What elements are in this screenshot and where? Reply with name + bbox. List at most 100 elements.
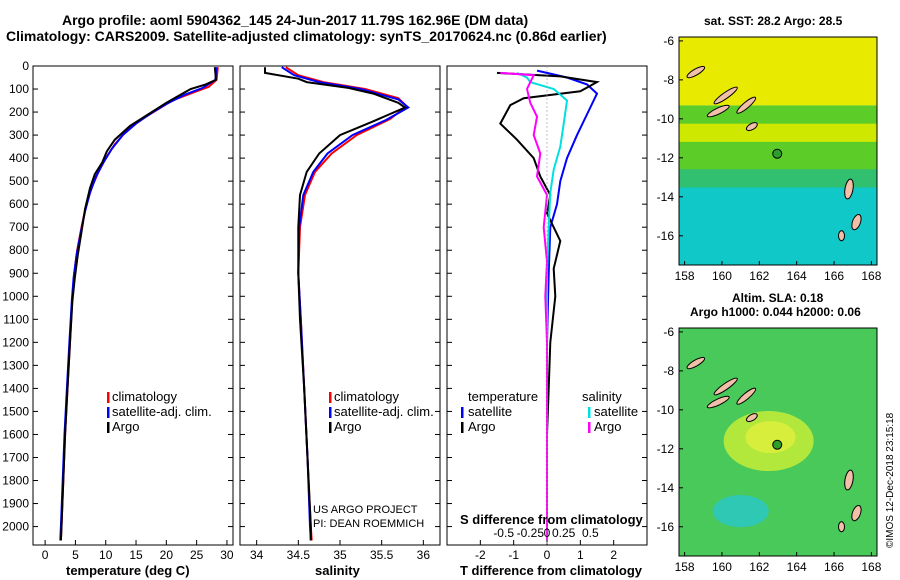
- depth-tick-label: 800: [9, 243, 29, 257]
- salinity-xtick-label: 36: [417, 548, 431, 562]
- differences-series-line: [496, 71, 601, 541]
- map-lat-label: -12: [657, 442, 675, 456]
- island-shape: [686, 65, 706, 79]
- salinity-frame: [239, 65, 441, 546]
- depth-tick-label: 900: [9, 266, 29, 280]
- map-lon-label: 160: [712, 269, 732, 283]
- map-lat-label: -14: [657, 190, 675, 204]
- diff-legend-temp-argo: Argo: [468, 419, 496, 434]
- island-shape: [844, 469, 854, 491]
- sla-map-title-2: Argo h1000: 0.044 h2000: 0.06: [690, 305, 861, 319]
- map-lon-label: 158: [675, 269, 695, 283]
- temperature-xtick-label: 5: [72, 548, 79, 562]
- differences-series-line: [500, 71, 549, 541]
- legend-swatch: [329, 392, 332, 403]
- sst-map-title: sat. SST: 28.2 Argo: 28.5: [704, 14, 843, 28]
- map-lat-label: -12: [657, 151, 675, 165]
- island-shape: [706, 104, 730, 118]
- island-shape: [844, 178, 854, 200]
- temperature-xtick-label: 25: [190, 548, 204, 562]
- depth-tick-label: 1500: [2, 404, 29, 418]
- sal-legend-climatology: climatology: [334, 389, 400, 404]
- sla-map-title-1: Altim. SLA: 0.18: [732, 291, 824, 305]
- depth-tick-label: 1900: [2, 497, 29, 511]
- temperature-series-line: [59, 67, 219, 541]
- temperature-frame: [32, 65, 234, 546]
- t-diff-xlabel: T difference from climatology: [460, 563, 643, 578]
- temperature-series-line: [59, 67, 218, 541]
- depth-tick-label: 1700: [2, 450, 29, 464]
- island-shape: [745, 122, 758, 132]
- map-lat-label: -16: [657, 229, 675, 243]
- depth-tick-label: 600: [9, 197, 29, 211]
- legend-swatch: [461, 407, 464, 418]
- argo-float-marker: [772, 148, 783, 159]
- sla-map-frame: [678, 327, 878, 557]
- differences-xtick-label: 2: [610, 548, 617, 562]
- depth-tick-label: 300: [9, 128, 29, 142]
- map-lat-label: -14: [657, 481, 675, 495]
- map-lat-label: -6: [663, 34, 674, 48]
- sla-low-anomaly: [712, 495, 769, 528]
- argo-float-marker: [772, 439, 783, 450]
- sst-transition-band: [679, 169, 877, 188]
- map-lon-label: 162: [749, 269, 769, 283]
- sst-yellow-patch: [679, 123, 877, 142]
- sst-warm-band: [679, 37, 877, 106]
- temperature-xlabel: temperature (deg C): [66, 563, 190, 578]
- sst-cool-band: [679, 185, 877, 265]
- island-shape: [851, 504, 862, 522]
- diff-legend-temperature-title: temperature: [468, 389, 539, 404]
- map-lon-label: 166: [824, 269, 844, 283]
- map-lon-label: 164: [787, 269, 807, 283]
- s-diff-tick-label: 0: [544, 526, 551, 540]
- island-shape: [713, 377, 738, 396]
- s-diff-tick-label: -0.25: [517, 526, 545, 540]
- sla-peak-anomaly: [745, 421, 796, 454]
- depth-tick-label: 1100: [3, 312, 29, 326]
- salinity-xtick-label: 34.5: [287, 548, 311, 562]
- island-shape: [745, 413, 758, 423]
- diff-legend-temp-satellite: satellite: [468, 404, 513, 419]
- temp-legend-satellite: satellite-adj. clim.: [112, 404, 212, 419]
- differences-xtick-label: -1: [508, 548, 519, 562]
- salinity-xtick-label: 34: [250, 548, 264, 562]
- map-lon-label: 164: [787, 560, 807, 574]
- island-shape: [736, 96, 757, 114]
- legend-swatch: [329, 407, 332, 418]
- map-lon-label: 168: [861, 560, 881, 574]
- map-lat-label: -10: [657, 403, 675, 417]
- sst-map-frame: [678, 36, 878, 266]
- header-line-1: Argo profile: aoml 5904362_145 24-Jun-20…: [62, 12, 529, 28]
- salinity-series-line: [285, 66, 409, 541]
- temperature-xtick-label: 0: [42, 548, 49, 562]
- depth-tick-label: 400: [9, 151, 29, 165]
- temperature-series-line: [59, 67, 218, 541]
- island-shape: [838, 230, 846, 242]
- sal-legend-argo: Argo: [334, 419, 362, 434]
- depth-tick-label: 1000: [2, 289, 29, 303]
- depth-tick-label: 500: [9, 174, 29, 188]
- island-shape: [736, 387, 757, 405]
- depth-tick-label: 1600: [2, 427, 29, 441]
- sla-map: [678, 327, 878, 557]
- legend-swatch: [588, 422, 591, 433]
- island-shape: [713, 86, 738, 105]
- map-lat-label: -8: [663, 364, 674, 378]
- salinity-xtick-label: 35.5: [370, 548, 394, 562]
- island-shape: [706, 395, 730, 409]
- map-lon-label: 162: [749, 560, 769, 574]
- legend-swatch: [107, 392, 110, 403]
- legend-swatch: [107, 407, 110, 418]
- legend-swatch: [329, 422, 332, 433]
- temperature-xtick-label: 15: [129, 548, 143, 562]
- map-lat-label: -6: [663, 325, 674, 339]
- salinity-series-line: [264, 67, 408, 541]
- map-lat-label: -8: [663, 73, 674, 87]
- depth-tick-label: 1200: [2, 335, 29, 349]
- differences-xtick-label: 0: [544, 548, 551, 562]
- temp-legend-argo: Argo: [112, 419, 140, 434]
- depth-tick-label: 1300: [2, 358, 29, 372]
- salinity-xtick-label: 35: [333, 548, 347, 562]
